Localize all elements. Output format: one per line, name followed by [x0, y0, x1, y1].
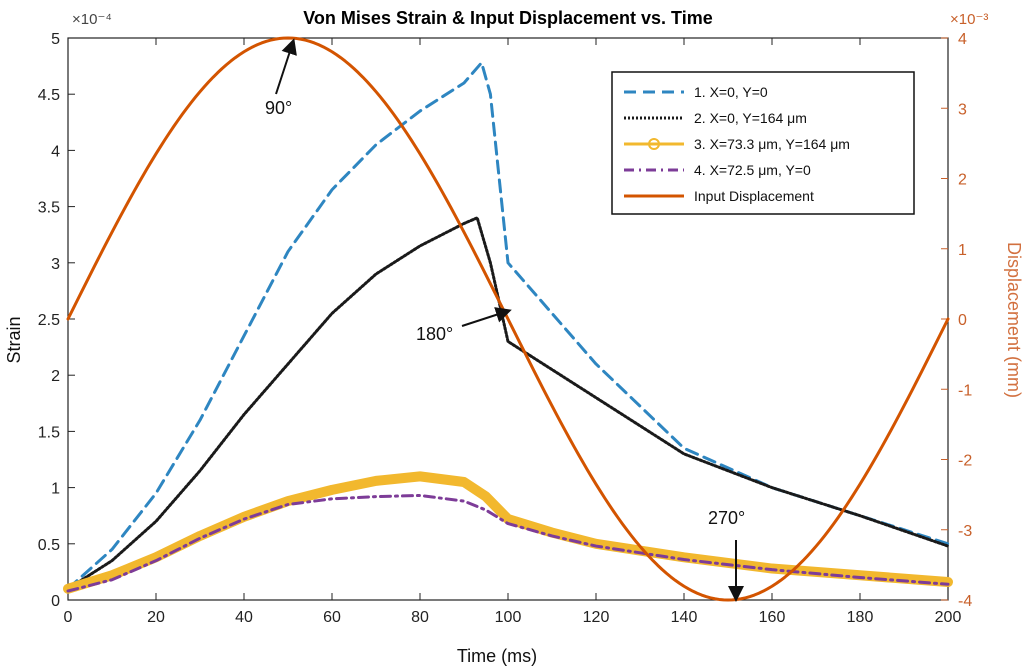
y2-tick-label: 0: [958, 312, 967, 329]
legend-label-4: 4. X=72.5 μm, Y=0: [694, 162, 811, 178]
x-tick-label: 60: [323, 609, 341, 626]
x-tick-label: 0: [64, 609, 73, 626]
annotation-label: 270°: [708, 508, 745, 528]
annotation-arrow: [461, 307, 512, 327]
y-tick-label: 3.5: [38, 200, 60, 217]
y-tick-label: 1.5: [38, 424, 60, 441]
y2-axis-label: Displacement (mm): [1004, 242, 1024, 398]
x-tick-label: 140: [671, 609, 698, 626]
y-tick-label: 5: [51, 31, 60, 48]
series-line-3: [63, 471, 953, 594]
y-axis-label: Strain: [4, 316, 24, 363]
legend-label-3: 3. X=73.3 μm, Y=164 μm: [694, 136, 850, 152]
x-tick-label: 200: [935, 609, 962, 626]
x-tick-label: 20: [147, 609, 165, 626]
y2-tick-label: -1: [958, 382, 972, 399]
series-line-1: [66, 61, 950, 591]
y2-tick-label: 2: [958, 172, 967, 189]
y2-tick-label: -3: [958, 523, 972, 540]
legend-label-2: 2. X=0, Y=164 μm: [694, 110, 807, 126]
annotation-label: 180°: [416, 324, 453, 344]
x-tick-label: 160: [759, 609, 786, 626]
plot-area: 0 20 40 60 80 100 120 140 160 180 20000.511.522.53…: [38, 31, 973, 626]
y2-axis-multiplier: ×10⁻³: [950, 11, 988, 28]
x-tick-label: 100: [495, 609, 522, 626]
y2-tick-label: 1: [958, 242, 967, 259]
y-tick-label: 0.5: [38, 537, 60, 554]
x-tick-label: 80: [411, 609, 429, 626]
x-tick-label: 40: [235, 609, 253, 626]
y2-tick-label: -4: [958, 593, 972, 610]
y2-tick-label: 4: [958, 31, 967, 48]
annotation-label: 90°: [265, 98, 292, 118]
y2-tick-label: -2: [958, 453, 972, 470]
x-tick-label: 120: [583, 609, 610, 626]
legend-label-5: Input Displacement: [694, 188, 814, 204]
y-tick-label: 3: [51, 256, 60, 273]
y-tick-label: 4.5: [38, 87, 60, 104]
legend-label-1: 1. X=0, Y=0: [694, 84, 768, 100]
legend: 1. X=0, Y=0 2. X=0, Y=164 μm 3. X=73.3 μm,…: [611, 71, 915, 215]
y-tick-label: 0: [51, 593, 60, 610]
y-tick-label: 1: [51, 481, 60, 498]
series-line-4: [66, 493, 950, 593]
y-axis-multiplier: ×10⁻⁴: [72, 11, 112, 28]
legend-marker: [648, 138, 660, 150]
y-tick-label: 2: [51, 368, 60, 385]
y-tick-label: 2.5: [38, 312, 60, 329]
x-tick-label: 180: [847, 609, 874, 626]
chart-title: Von Mises Strain & Input Displacement vs…: [303, 8, 712, 28]
y2-tick-label: 3: [958, 101, 967, 118]
series-line-2: [66, 216, 950, 591]
x-axis-label: Time (ms): [457, 646, 537, 666]
y-tick-label: 4: [51, 143, 60, 160]
annotation-arrow: [275, 38, 297, 95]
